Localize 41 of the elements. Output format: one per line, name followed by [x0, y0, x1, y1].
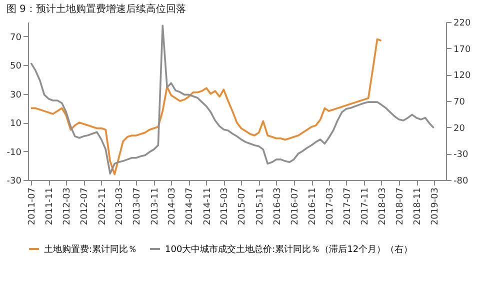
- y-tick-label: 50: [10, 62, 22, 72]
- x-tick-label: 2017-11: [360, 188, 371, 226]
- legend-label: 土地购置费:累计同比％: [44, 244, 138, 255]
- x-tick-label: 2019-03: [430, 188, 440, 226]
- x-tick-label: 2017-07: [342, 188, 353, 226]
- y2-tick-label: 70: [454, 98, 466, 108]
- y-tick-label: -30: [6, 176, 22, 186]
- x-tick-label: 2015-03: [220, 188, 230, 226]
- y2-tick-label: 170: [454, 44, 471, 55]
- x-tick-label: 2012-11: [98, 188, 108, 226]
- y-tick-label: 10: [10, 119, 22, 130]
- x-tick-label: 2012-03: [62, 188, 73, 226]
- x-tick-label: 2016-07: [290, 188, 300, 226]
- line-series: [30, 38, 382, 176]
- x-tick-label: 2014-03: [168, 188, 178, 226]
- x-tick-label: 2011-07: [28, 188, 38, 226]
- x-tick-label: 2013-03: [115, 188, 126, 226]
- x-tick-label: 2015-07: [238, 188, 248, 226]
- legend-label: 100大中城市成交土地总价:累计同比％（滞后12个月）（右）: [165, 244, 413, 255]
- y2-tick-label: 20: [454, 124, 466, 134]
- x-tick-label: 2011-11: [45, 188, 56, 226]
- y-tick-label: 30: [10, 90, 22, 100]
- x-tick-label: 2012-07: [80, 188, 90, 226]
- x-tick-label: 2014-07: [185, 188, 196, 226]
- x-tick-label: 2018-07: [395, 188, 406, 226]
- x-tick-label: 2018-11: [413, 188, 424, 226]
- y2-tick-label: 120: [454, 71, 471, 82]
- x-tick-label: 2018-03: [378, 188, 388, 226]
- y-tick-label: -10: [6, 148, 22, 158]
- x-tick-label: 2016-11: [308, 188, 318, 226]
- y2-tick-label: 220: [454, 18, 471, 28]
- y-tick-label: 70: [10, 32, 22, 43]
- x-tick-label: 2015-11: [255, 188, 266, 226]
- y2-tick-label: -80: [454, 176, 468, 186]
- x-tick-label: 2016-03: [272, 188, 283, 226]
- y2-tick-label: -30: [454, 150, 468, 160]
- x-tick-label: 2017-03: [325, 188, 336, 226]
- x-tick-label: 2013-11: [150, 188, 160, 226]
- x-tick-label: 2014-11: [202, 188, 213, 226]
- x-tick-label: 2013-07: [132, 188, 143, 226]
- chart-title: 图 9：预计土地购置费增速后续高位回落: [6, 3, 186, 15]
